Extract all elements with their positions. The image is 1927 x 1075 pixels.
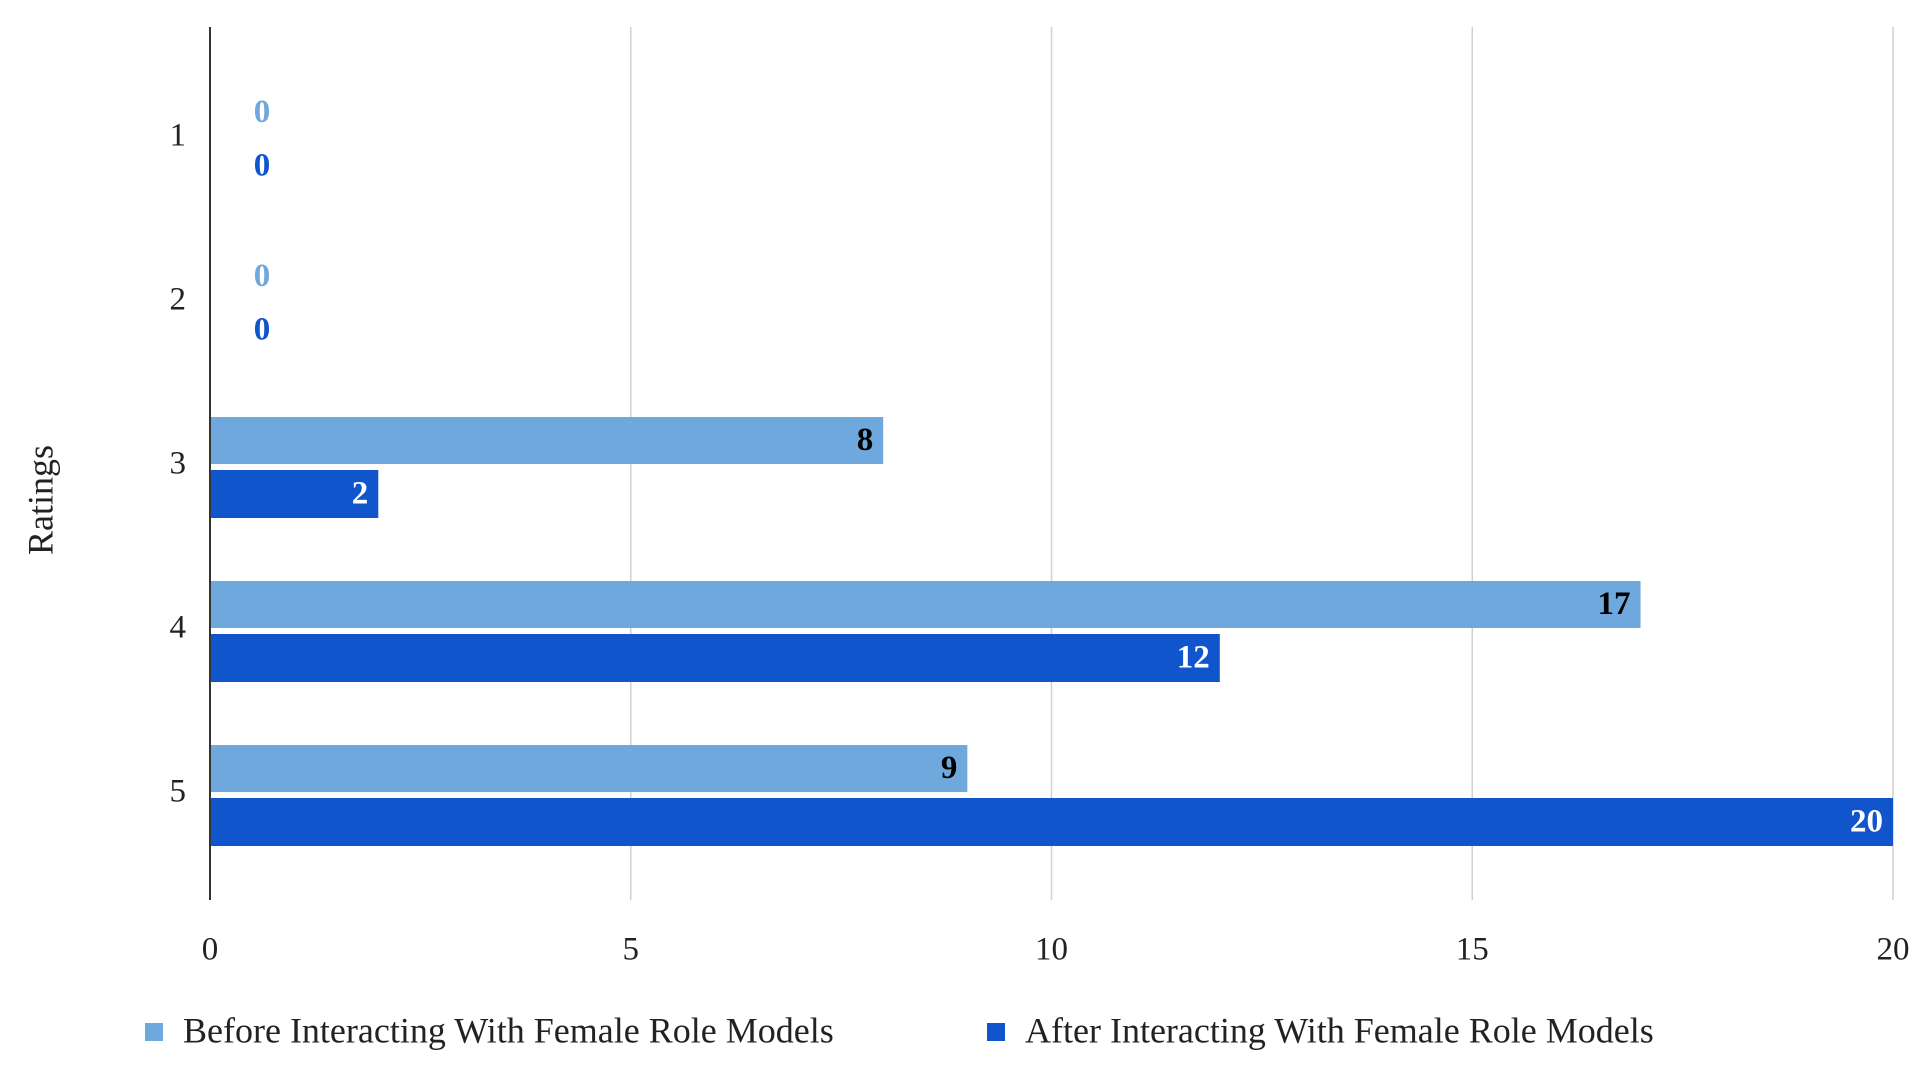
- data-label: 9: [941, 750, 958, 786]
- bar: [210, 470, 379, 518]
- y-tick-label: 4: [170, 610, 187, 646]
- bar: [210, 634, 1220, 682]
- bar: [210, 581, 1641, 628]
- data-label: 0: [254, 258, 271, 294]
- x-tick-label: 5: [623, 932, 640, 968]
- y-tick-label: 1: [170, 118, 187, 154]
- legend-label: After Interacting With Female Role Model…: [1025, 1010, 1654, 1050]
- y-tick-label: 3: [170, 446, 187, 482]
- data-label: 20: [1850, 804, 1883, 840]
- bar: [210, 417, 884, 464]
- data-label: 12: [1177, 640, 1210, 676]
- x-tick-label: 10: [1035, 932, 1068, 968]
- bar: [210, 745, 968, 792]
- y-tick-label: 2: [170, 282, 187, 318]
- x-tick-label: 0: [202, 932, 219, 968]
- data-label: 0: [254, 148, 271, 184]
- data-label: 0: [254, 312, 271, 348]
- y-tick-label: 5: [170, 774, 187, 810]
- data-label: 2: [352, 476, 369, 512]
- y-axis-title: Ratings: [20, 445, 60, 555]
- data-label: 17: [1598, 586, 1631, 622]
- legend-swatch: [987, 1023, 1005, 1041]
- x-tick-label: 20: [1877, 932, 1910, 968]
- x-tick-label: 15: [1456, 932, 1489, 968]
- data-label: 8: [857, 422, 874, 458]
- legend-label: Before Interacting With Female Role Mode…: [183, 1010, 834, 1050]
- bar: [210, 798, 1893, 846]
- legend-swatch: [145, 1023, 163, 1041]
- data-label: 0: [254, 94, 271, 130]
